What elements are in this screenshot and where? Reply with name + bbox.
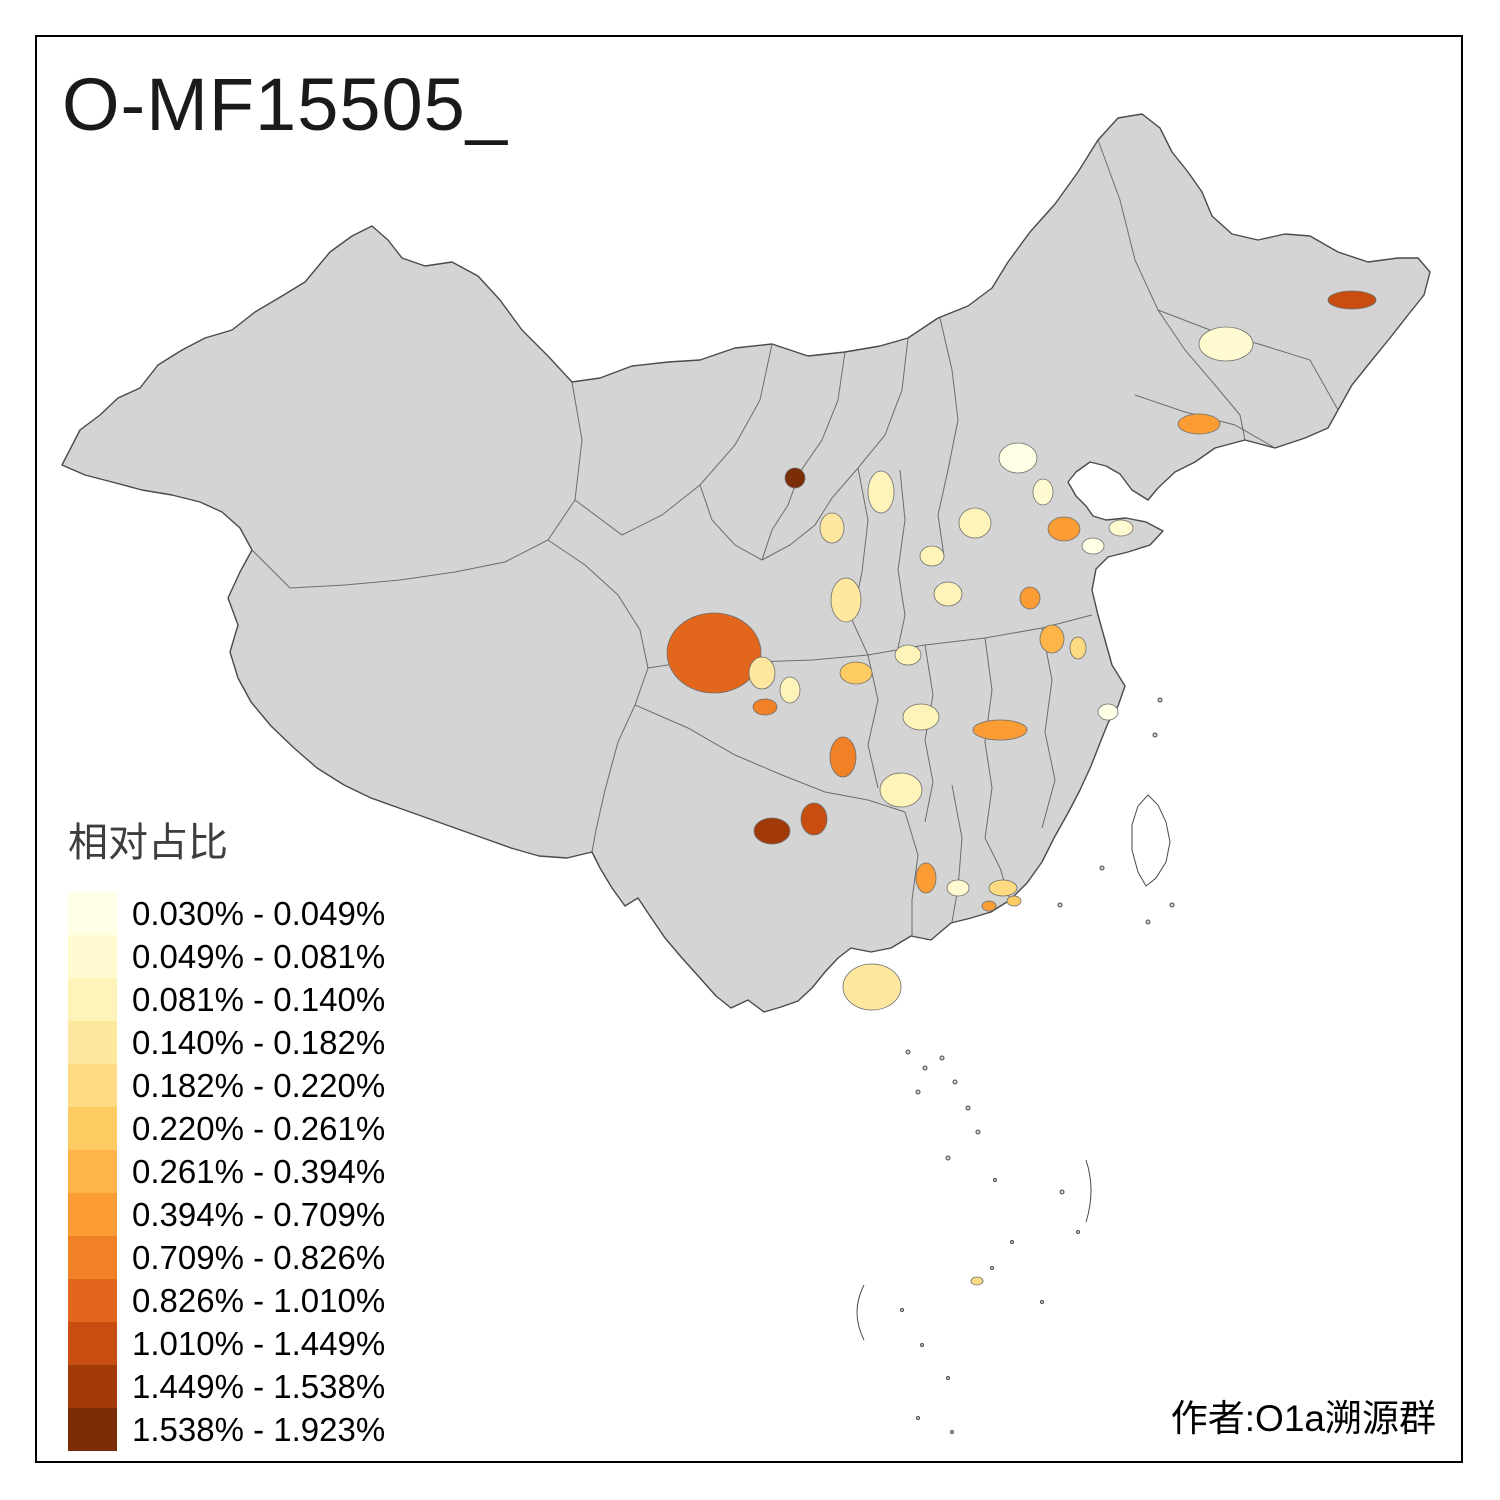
map-region [970,1276,984,1286]
legend-swatch [68,935,117,978]
legend-row: 0.049% - 0.081% [68,935,385,978]
map-region [902,703,940,731]
map-region [915,862,937,894]
legend-row: 1.449% - 1.538% [68,1365,385,1408]
china-mainland-outline [61,113,1431,1013]
map-region [752,698,778,716]
map-region [1047,516,1081,542]
legend-label: 0.826% - 1.010% [132,1281,386,1319]
legend-label: 0.220% - 0.261% [132,1109,386,1147]
map-region [842,963,902,1011]
map-region [1081,537,1105,555]
legend-row: 1.010% - 1.449% [68,1322,385,1365]
map-region [819,512,845,544]
legend-row: 1.538% - 1.923% [68,1408,385,1451]
map-region [998,442,1038,474]
legend-swatch [68,1021,117,1064]
map-region [919,545,945,567]
map-region [1177,413,1221,435]
map-region [784,467,806,489]
legend-label: 0.182% - 0.220% [132,1066,386,1104]
map-region [981,900,997,912]
map-region [933,581,963,607]
legend-label: 0.049% - 0.081% [132,937,386,975]
legend-swatch [68,1279,117,1322]
legend-label: 0.140% - 0.182% [132,1023,386,1061]
legend-rows: 0.030% - 0.049% 0.049% - 0.081% 0.081% - 0… [68,892,385,1451]
map-region [753,817,791,845]
legend: 相对占比 0.030% - 0.049% 0.049% - 0.081% 0.081… [68,810,385,1451]
map-region [988,879,1018,897]
legend-swatch [68,1236,117,1279]
map-region [1327,290,1377,310]
legend-swatch [68,1408,117,1451]
sea-islands [856,697,1175,1434]
map-region [839,661,873,685]
map-region [1069,636,1087,660]
map-region [748,656,776,690]
legend-row: 0.826% - 1.010% [68,1279,385,1322]
map-region [1108,519,1134,537]
map-region [972,719,1028,741]
legend-row: 0.261% - 0.394% [68,1150,385,1193]
map-region [879,772,923,808]
map-region [1198,326,1254,362]
legend-swatch [68,1107,117,1150]
legend-label: 1.010% - 1.449% [132,1324,386,1362]
legend-row: 0.081% - 0.140% [68,978,385,1021]
legend-label: 1.449% - 1.538% [132,1367,386,1405]
map-region [1019,586,1041,610]
legend-label: 0.030% - 0.049% [132,894,386,932]
map-region [800,802,828,836]
legend-row: 0.394% - 0.709% [68,1193,385,1236]
map-region [666,612,762,694]
attribution: 作者:O1a溯源群 [1170,1398,1436,1439]
map-region [867,470,895,514]
legend-label: 0.394% - 0.709% [132,1195,386,1233]
map-region [958,507,992,539]
legend-row: 0.030% - 0.049% [68,892,385,935]
legend-swatch [68,1064,117,1107]
legend-label: 0.709% - 0.826% [132,1238,386,1276]
map-region [1097,703,1119,721]
map-region [1032,478,1054,506]
map-region [946,879,970,897]
legend-label: 0.081% - 0.140% [132,980,386,1018]
legend-swatch [68,1193,117,1236]
legend-swatch [68,1365,117,1408]
map-regions-layer [666,290,1377,1286]
legend-swatch [68,1322,117,1365]
legend-row: 0.182% - 0.220% [68,1064,385,1107]
legend-row: 0.709% - 0.826% [68,1236,385,1279]
map-region [830,577,862,623]
map-region [894,644,922,666]
legend-swatch [68,892,117,935]
legend-label: 1.538% - 1.923% [132,1410,386,1448]
legend-swatch [68,978,117,1021]
legend-title: 相对占比 [68,821,228,865]
taiwan-island [1131,794,1171,887]
map-title: O-MF15505_ [62,63,508,146]
map-region [829,736,857,778]
map-region [779,676,801,704]
map-region [1039,624,1065,654]
legend-row: 0.140% - 0.182% [68,1021,385,1064]
legend-swatch [68,1150,117,1193]
legend-label: 0.261% - 0.394% [132,1152,386,1190]
legend-row: 0.220% - 0.261% [68,1107,385,1150]
map-region [1006,895,1022,907]
